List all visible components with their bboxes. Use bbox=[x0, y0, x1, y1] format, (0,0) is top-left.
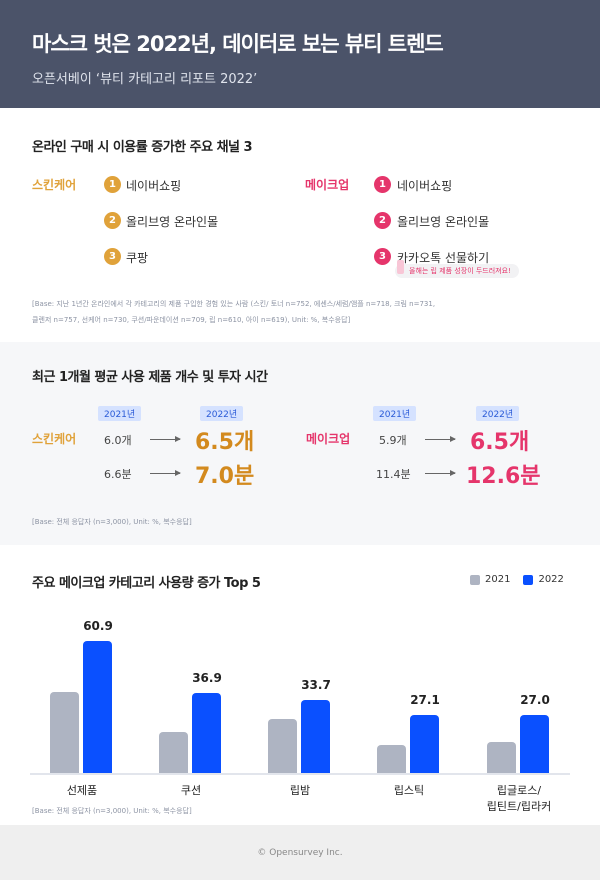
legend: 2021 2022 bbox=[470, 574, 564, 585]
makeup-count-2021: 5.9개 bbox=[379, 434, 407, 447]
bar-2021 bbox=[487, 741, 516, 774]
bar-2022 bbox=[192, 693, 221, 774]
rank-badge: 3 bbox=[104, 248, 121, 265]
x-tick-label: 립글로스/ 립틴트/립라커 bbox=[486, 784, 552, 813]
bar-2021 bbox=[159, 732, 188, 774]
year-tag: 2022년 bbox=[476, 406, 520, 421]
footer: © Opensurvey Inc. bbox=[0, 825, 600, 880]
bar-2022 bbox=[410, 714, 439, 774]
legend-swatch-2022 bbox=[523, 574, 534, 585]
makeup-count-2022: 6.5개 bbox=[470, 430, 530, 455]
data-label: 36.9 bbox=[192, 671, 222, 686]
makeup-channel: 올리브영 온라인몰 bbox=[397, 215, 490, 229]
year-tag: 2022년 bbox=[200, 406, 244, 421]
page-title: 마스크 벗은 2022년, 데이터로 보는 뷰티 트렌드 bbox=[32, 32, 444, 56]
data-label: 27.0 bbox=[520, 693, 550, 708]
rank-badge: 1 bbox=[374, 176, 391, 193]
arrow-icon bbox=[150, 470, 181, 476]
base-note: [Base: 지난 1년간 온라인에서 각 카테고리의 제품 구입한 경험 있는… bbox=[32, 296, 435, 328]
arrow-icon bbox=[150, 436, 181, 442]
base-note: [Base: 전체 응답자 (n=3,000), Unit: %, 복수응답] bbox=[32, 807, 192, 815]
rank-badge: 2 bbox=[104, 212, 121, 229]
skincare-channel: 쿠팡 bbox=[126, 251, 149, 265]
makeup-time-2021: 11.4분 bbox=[376, 468, 411, 481]
year-tag: 2021년 bbox=[98, 406, 142, 421]
skincare-count-2021: 6.0개 bbox=[104, 434, 132, 447]
arrow-icon bbox=[425, 470, 456, 476]
skincare-label: 스킨케어 bbox=[32, 432, 77, 446]
makeup-label: 메이크업 bbox=[305, 178, 350, 192]
legend-label: 2022 bbox=[538, 574, 564, 585]
data-label: 33.7 bbox=[301, 678, 331, 693]
page-subtitle: 오픈서베이 ‘뷰티 카테고리 리포트 2022’ bbox=[32, 72, 258, 87]
lipstick-icon bbox=[397, 260, 404, 274]
legend-label: 2021 bbox=[485, 574, 511, 585]
skincare-channel: 올리브영 온라인몰 bbox=[126, 215, 219, 229]
base-note: [Base: 전체 응답자 (n=3,000), Unit: %, 복수응답] bbox=[32, 518, 192, 526]
x-axis bbox=[30, 773, 570, 775]
rank-badge: 2 bbox=[374, 212, 391, 229]
bar-2022 bbox=[301, 700, 330, 774]
rank-badge: 1 bbox=[104, 176, 121, 193]
bar-2021 bbox=[50, 692, 79, 774]
x-tick-label: 선제품 bbox=[66, 784, 98, 797]
skincare-time-2021: 6.6분 bbox=[104, 468, 132, 481]
makeup-channel: 카카오톡 선물하기 bbox=[397, 251, 490, 265]
section-usage: 최근 1개월 평균 사용 제품 개수 및 투자 시간 2021년 2022년 2… bbox=[0, 342, 600, 545]
bar-2021 bbox=[268, 718, 297, 774]
note-line: [Base: 지난 1년간 온라인에서 각 카테고리의 제품 구입한 경험 있는… bbox=[32, 300, 436, 308]
rank-badge: 3 bbox=[374, 248, 391, 265]
section-title: 최근 1개월 평균 사용 제품 개수 및 투자 시간 bbox=[32, 370, 268, 385]
tip-text: 올해는 립 제품 성장이 두드러져요! bbox=[409, 267, 511, 275]
x-tick-label: 쿠션 bbox=[180, 784, 202, 797]
bar-2021 bbox=[377, 744, 406, 774]
x-tick-label: 립스틱 bbox=[393, 784, 425, 797]
skincare-label: 스킨케어 bbox=[32, 178, 77, 192]
data-label: 60.9 bbox=[83, 619, 113, 633]
section-title: 온라인 구매 시 이용률 증가한 주요 채널 3 bbox=[32, 140, 253, 155]
chart-title: 주요 메이크업 카테고리 사용량 증가 Top 5 bbox=[32, 576, 261, 591]
skincare-count-2022: 6.5개 bbox=[195, 430, 255, 455]
header: 마스크 벗은 2022년, 데이터로 보는 뷰티 트렌드 오픈서베이 ‘뷰티 카… bbox=[0, 0, 600, 108]
year-tag: 2021년 bbox=[373, 406, 417, 421]
makeup-channel: 네이버쇼핑 bbox=[397, 179, 453, 193]
bar-2022 bbox=[520, 715, 549, 774]
data-label: 27.1 bbox=[410, 692, 440, 707]
legend-swatch-2021 bbox=[470, 574, 480, 585]
skincare-time-2022: 7.0분 bbox=[195, 464, 255, 489]
x-tick-label: 립밤 bbox=[289, 784, 311, 797]
tip-badge: 올해는 립 제품 성장이 두드러져요! bbox=[395, 260, 519, 278]
bar-2022 bbox=[83, 641, 112, 774]
arrow-icon bbox=[425, 436, 456, 442]
makeup-time-2022: 12.6분 bbox=[466, 464, 541, 489]
makeup-label: 메이크업 bbox=[306, 432, 351, 446]
skincare-channel: 네이버쇼핑 bbox=[126, 179, 182, 193]
note-line: 클렌저 n=757, 선케어 n=730, 쿠션/파운데이션 n=709, 립 … bbox=[32, 316, 351, 324]
